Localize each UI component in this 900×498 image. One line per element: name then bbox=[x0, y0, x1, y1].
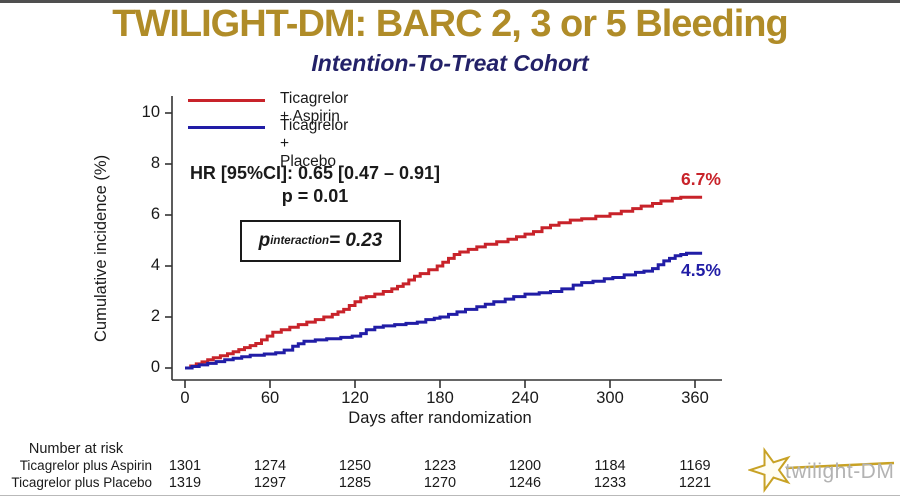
twilight-dm-logo: twilight-DM bbox=[746, 443, 900, 496]
risk-value: 1297 bbox=[253, 475, 287, 491]
y-tick-label: 8 bbox=[150, 154, 160, 172]
y-axis-label: Cumulative incidence (%) bbox=[92, 154, 110, 342]
x-tick-label: 120 bbox=[341, 389, 369, 407]
legend-label: Ticagrelor + Placebo bbox=[280, 117, 349, 170]
y-tick-label: 4 bbox=[150, 256, 160, 274]
x-tick-label: 360 bbox=[681, 389, 709, 407]
risk-row-label: Ticagrelor plus Placebo bbox=[11, 475, 152, 490]
logo-text: twilight-DM bbox=[785, 460, 895, 483]
risk-row-label: Ticagrelor plus Aspirin bbox=[19, 458, 152, 473]
star-icon bbox=[746, 446, 895, 494]
risk-value: 1223 bbox=[423, 458, 457, 474]
curve-aspirin bbox=[185, 195, 703, 370]
y-tick-label: 10 bbox=[141, 103, 160, 121]
risk-value: 1250 bbox=[338, 458, 372, 474]
x-tick-label: 300 bbox=[596, 389, 624, 407]
legend-label: Ticagrelor + Aspirin bbox=[280, 90, 349, 125]
y-tick-label: 0 bbox=[150, 358, 160, 376]
x-tick-label: 0 bbox=[180, 389, 190, 407]
legend-line-blue bbox=[188, 126, 265, 129]
risk-value: 1285 bbox=[338, 475, 372, 491]
p-symbol: p bbox=[258, 230, 271, 251]
y-tick-label: 2 bbox=[150, 307, 160, 325]
curve-placebo bbox=[185, 251, 703, 370]
risk-value: 1184 bbox=[594, 458, 626, 474]
p-interaction-value: = 0.23 bbox=[329, 230, 383, 251]
risk-value: 1200 bbox=[508, 458, 542, 474]
p-value-text: p = 0.01 bbox=[281, 186, 349, 206]
page-title: TWILIGHT-DM: BARC 2, 3 or 5 Bleeding bbox=[112, 3, 788, 45]
risk-value: 1274 bbox=[253, 458, 287, 474]
x-axis-label: Days after randomization bbox=[348, 409, 532, 427]
risk-value: 1270 bbox=[423, 475, 457, 491]
x-tick-label: 240 bbox=[511, 389, 539, 407]
risk-value: 1233 bbox=[593, 475, 627, 491]
x-tick-label: 60 bbox=[260, 389, 280, 407]
risk-table-header: Number at risk bbox=[28, 441, 124, 457]
hr-text: HR [95%CI]: 0.65 [0.47 – 0.91] bbox=[189, 163, 441, 183]
legend-line-red bbox=[188, 99, 265, 102]
y-tick-label: 6 bbox=[150, 205, 160, 223]
endpoint-label: 4.5% bbox=[681, 260, 721, 281]
risk-value: 1221 bbox=[678, 475, 712, 491]
p-interaction-box: p interaction = 0.23 bbox=[240, 220, 401, 262]
hr-annotation: HR [95%CI]: 0.65 [0.47 – 0.91] p = 0.01 bbox=[140, 162, 490, 208]
risk-value: 1319 bbox=[168, 475, 202, 491]
risk-value: 1246 bbox=[508, 475, 542, 491]
bottom-edge-line bbox=[0, 495, 900, 496]
p-subscript: interaction bbox=[270, 235, 330, 247]
x-tick-label: 180 bbox=[426, 389, 454, 407]
endpoint-label: 6.7% bbox=[681, 169, 721, 190]
risk-value: 1301 bbox=[168, 458, 202, 474]
risk-value: 1169 bbox=[679, 458, 711, 474]
page-subtitle: Intention-To-Treat Cohort bbox=[311, 50, 589, 76]
top-edge-strip bbox=[0, 0, 900, 3]
